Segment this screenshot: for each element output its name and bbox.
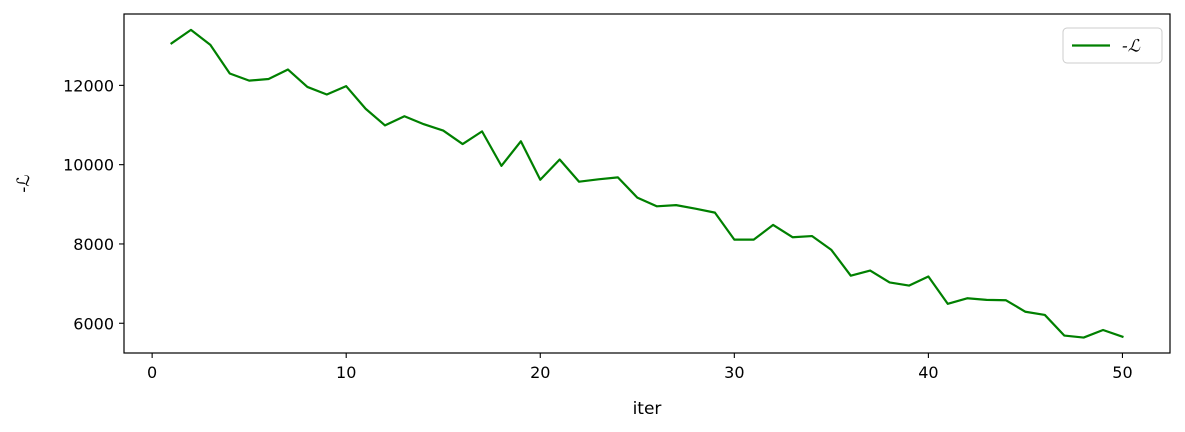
axes-layer: 0 10 20 30 40 50 6000 8000 10000 12000 iter -ℒ [14,13,1171,419]
legend-box [1062,27,1163,64]
y-axis-label: -ℒ [14,174,34,192]
y-tick-label: 8000 [73,235,114,254]
x-tick-label: 20 [530,363,550,382]
x-tick-label: 30 [724,363,744,382]
y-tick-label: 12000 [63,76,114,95]
x-tick-label: 0 [147,363,157,382]
x-axis-label: iter [633,399,662,419]
x-tick-label: 50 [1112,363,1132,382]
legend: -ℒ [1062,27,1163,64]
y-tick-label: 6000 [73,314,114,333]
legend-label-0: -ℒ [1122,37,1141,57]
axes-frame [123,13,1171,354]
plot-layer [170,28,1124,339]
x-tick-label: 10 [336,363,356,382]
x-tick-label: 40 [918,363,938,382]
y-tick-label: 10000 [63,156,114,175]
series-line-0 [170,28,1124,339]
